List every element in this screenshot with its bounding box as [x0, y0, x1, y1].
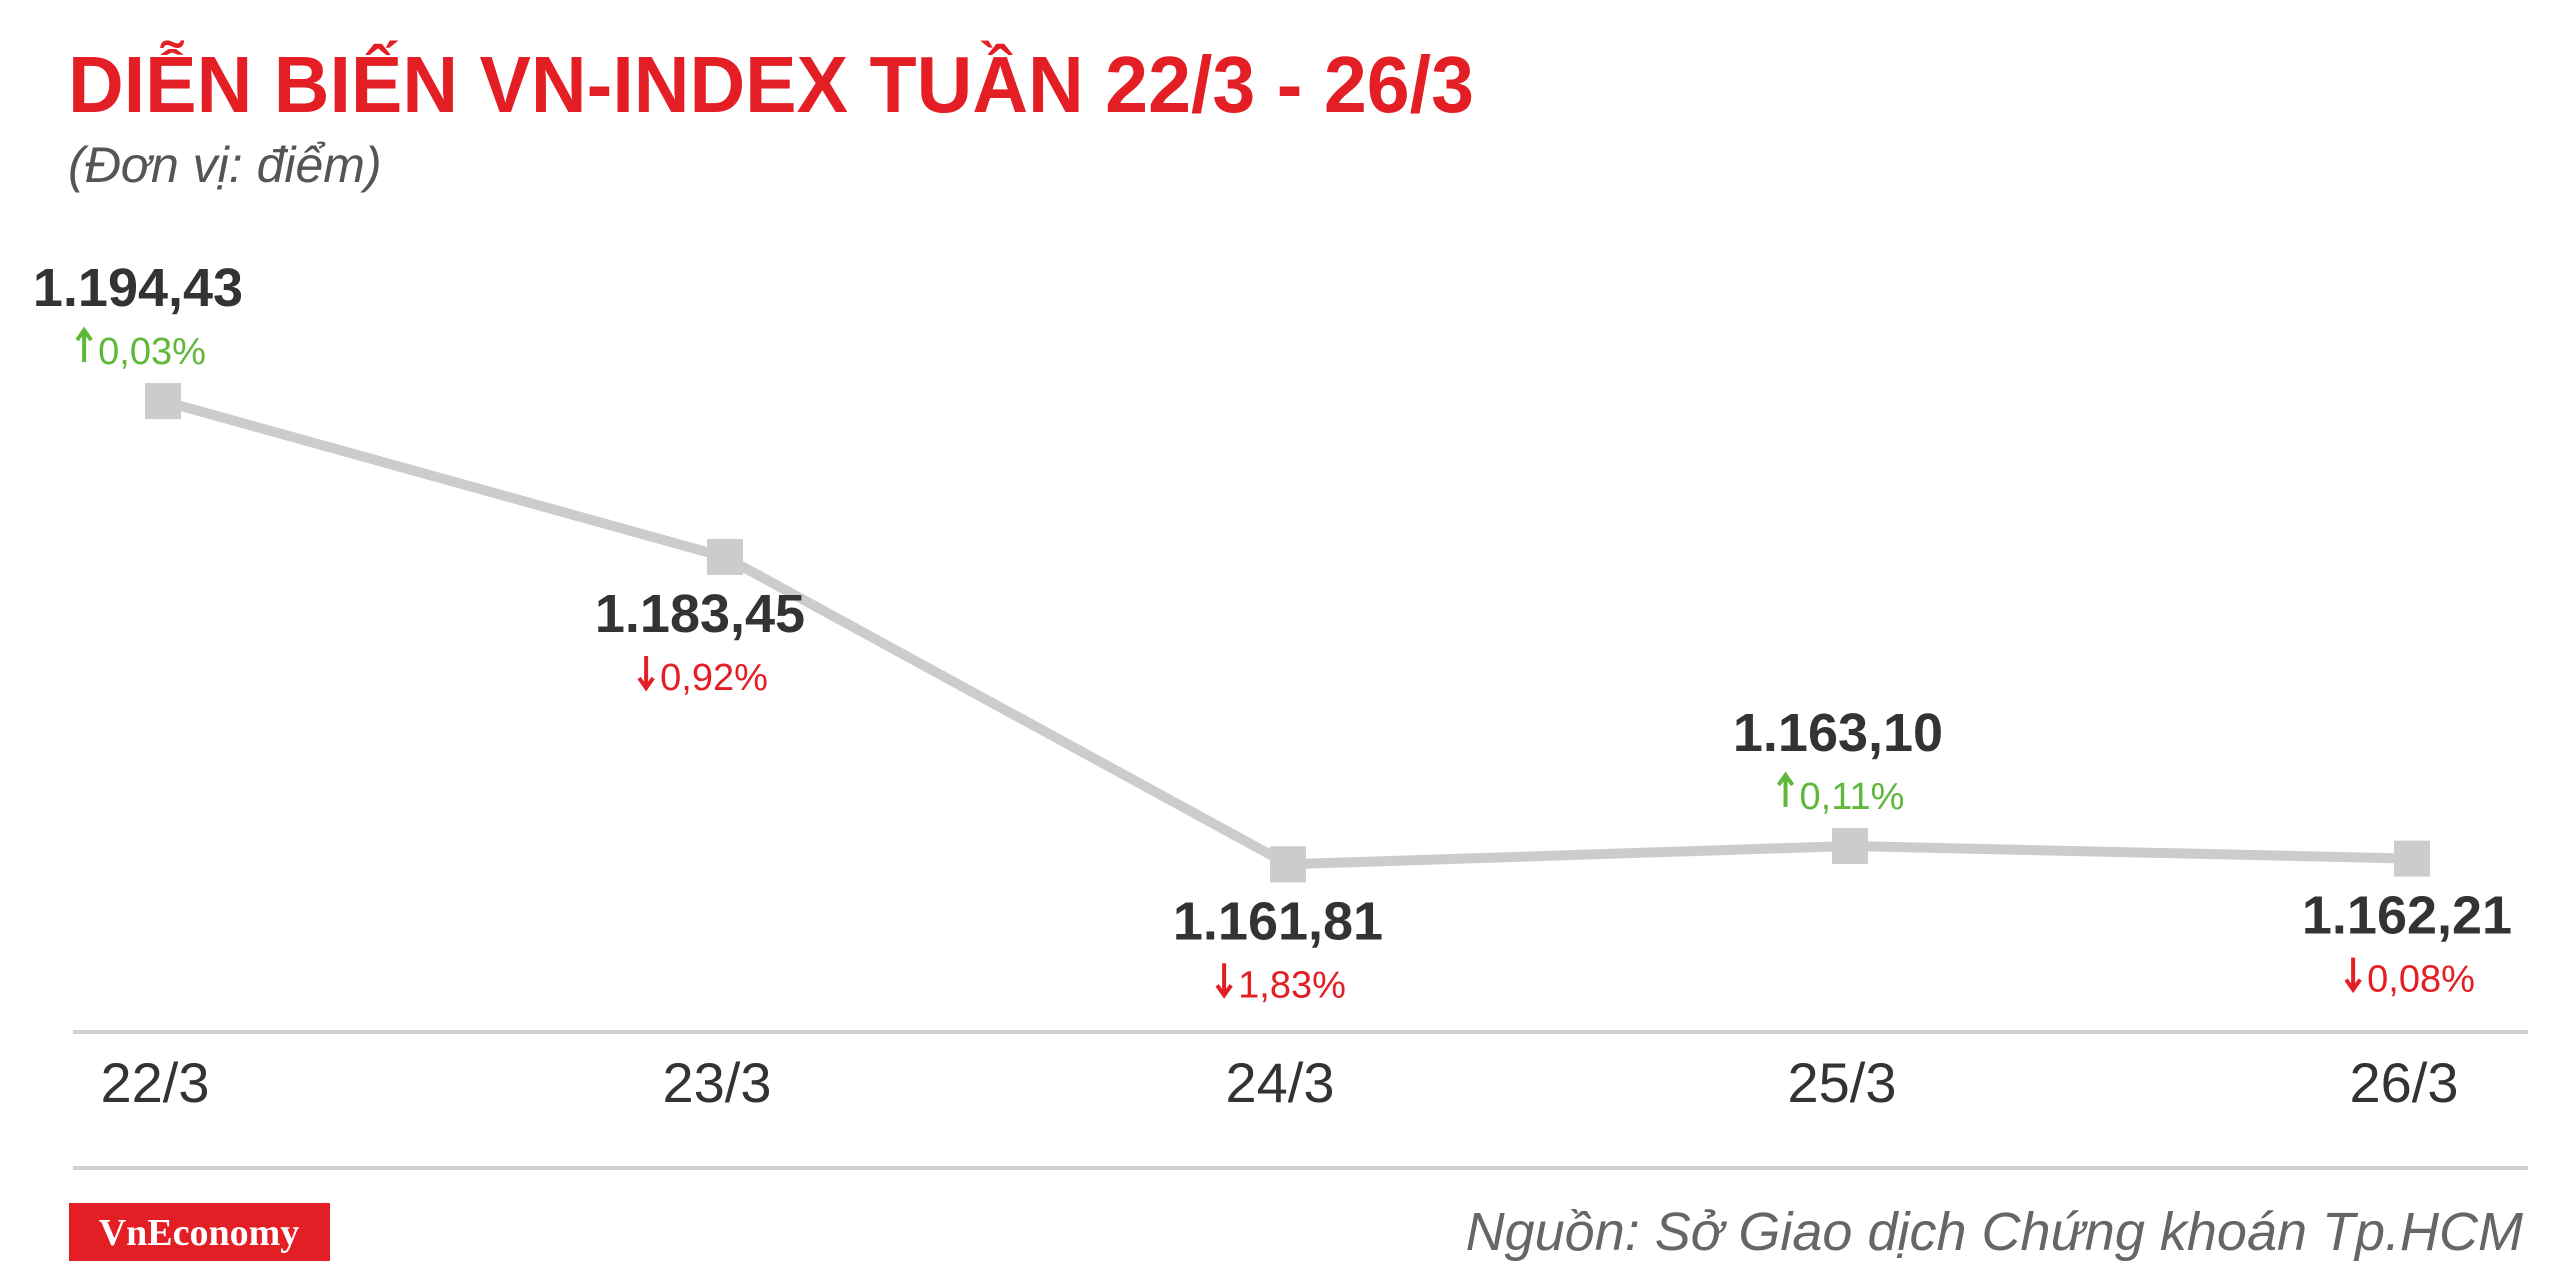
change-arrow	[2344, 957, 2362, 994]
x-tick-label: 23/3	[663, 1051, 772, 1114]
line	[161, 396, 2413, 870]
change-arrow	[1215, 963, 1233, 999]
x-tick-label: 26/3	[2350, 1051, 2459, 1114]
brand: VnEconomy	[99, 1212, 300, 1254]
change-label: 1,83%	[1238, 964, 1346, 1006]
value-label: 1.183,45	[595, 584, 805, 644]
x-tick-label: 24/3	[1226, 1051, 1335, 1114]
change-label: 0,03%	[98, 331, 206, 373]
change-arrow	[637, 656, 655, 692]
source: Nguồn: Sở Giao dịch Chứng khoán Tp.HCM	[1466, 1202, 2523, 1262]
marker	[1270, 846, 1306, 883]
value-label: 1.194,43	[33, 258, 243, 318]
brand-box	[69, 1203, 330, 1261]
x-tick-label: 25/3	[1788, 1051, 1897, 1114]
marker	[707, 539, 743, 576]
change-label: 0,11%	[1800, 776, 1905, 818]
change-label: 0,08%	[2367, 959, 2475, 1001]
value-label: 1.163,10	[1733, 703, 1943, 763]
value-label: 1.162,21	[2302, 886, 2512, 946]
change-arrow	[75, 326, 93, 363]
chart-subtitle: (Đơn vị: điểm)	[68, 137, 382, 193]
change-label: 0,92%	[660, 657, 768, 699]
marker	[2394, 840, 2430, 877]
marker	[145, 383, 181, 420]
value-label: 1.161,81	[1173, 891, 1383, 951]
x-tick-label: 22/3	[101, 1051, 210, 1114]
marker	[1832, 827, 1868, 864]
chart-title: DIỄN BIẾN VN-INDEX TUẦN 22/3 - 26/3	[68, 40, 1474, 129]
change-arrow	[1776, 771, 1795, 807]
